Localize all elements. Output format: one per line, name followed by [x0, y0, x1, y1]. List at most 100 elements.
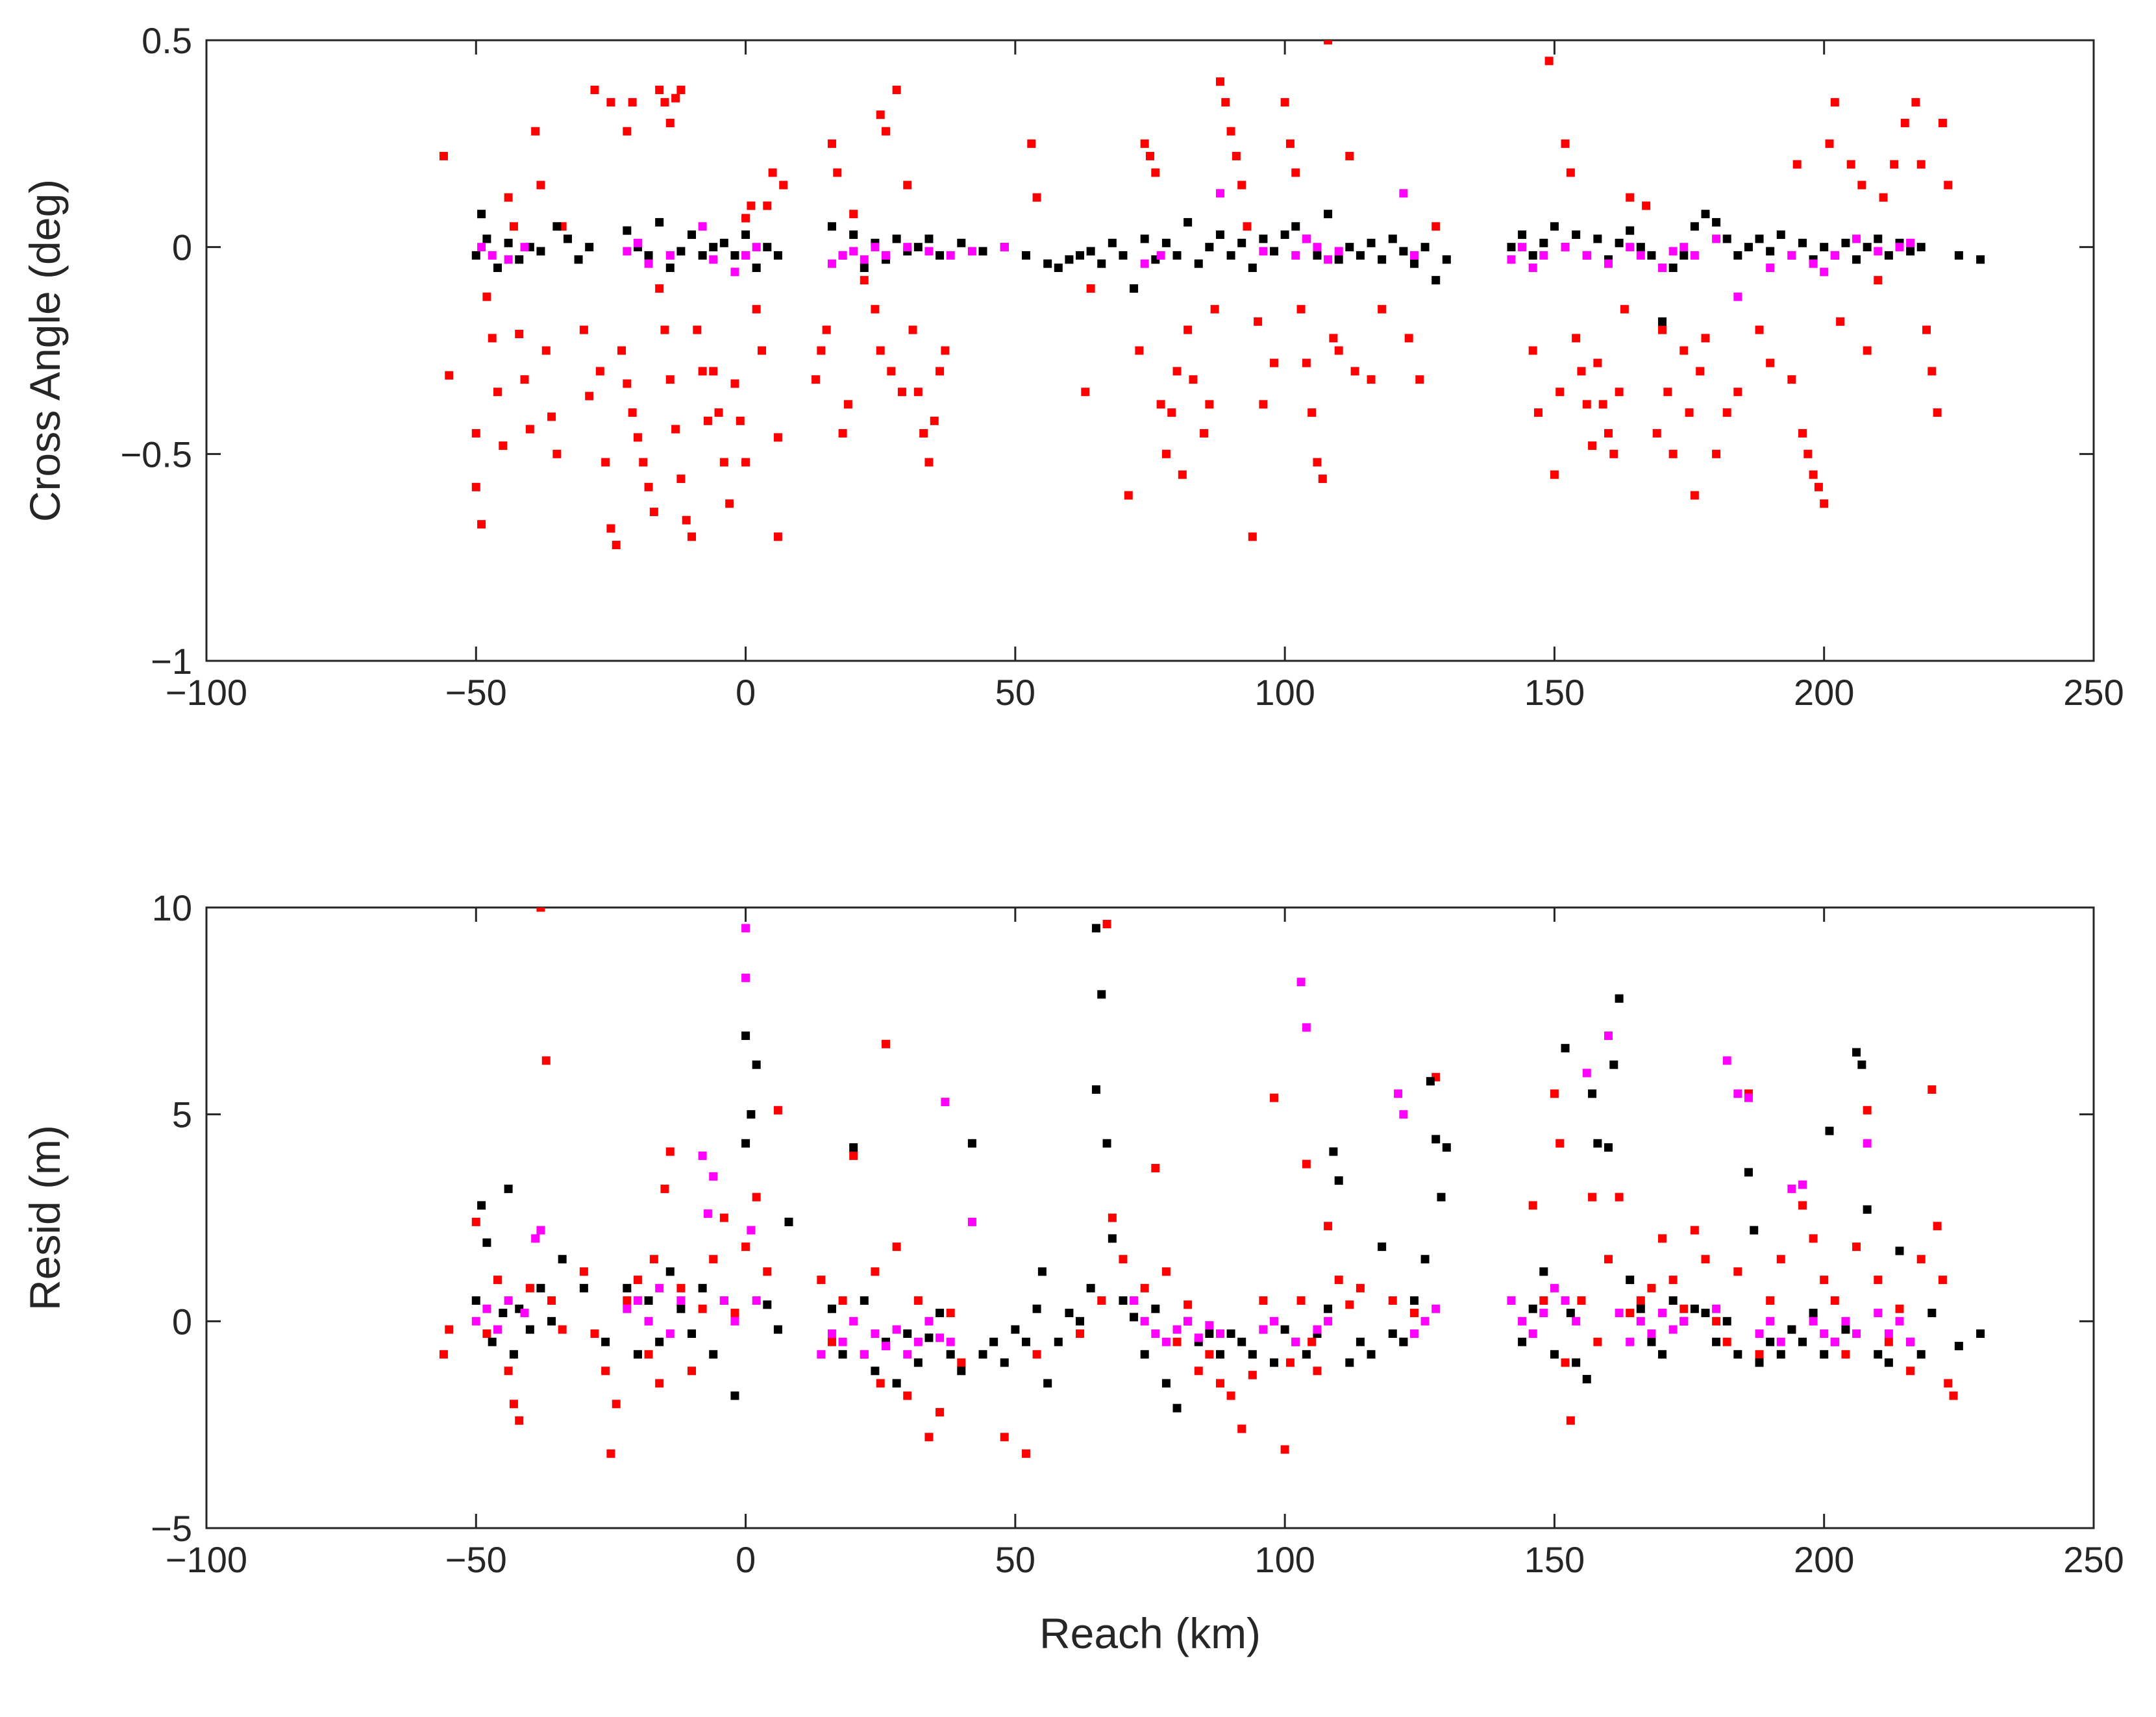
chart-top-red-point-6 — [488, 334, 497, 343]
chart-top-red-point-12 — [520, 375, 529, 384]
chart-top-red-point-110 — [1210, 304, 1219, 314]
chart-bottom-magenta-point-32 — [924, 1316, 934, 1326]
chart-top-red-point-167 — [1712, 449, 1721, 458]
chart-top-red-point-146 — [1572, 334, 1581, 343]
chart-bottom-black-point-118 — [1701, 1309, 1710, 1318]
chart-bottom-points — [439, 908, 1985, 1458]
chart-top-black-point-51 — [1140, 234, 1149, 243]
chart-top-black-point-64 — [1280, 230, 1289, 240]
chart-bottom-magenta-point-23 — [827, 1329, 836, 1338]
chart-bottom-red-point-47 — [924, 1433, 934, 1442]
chart-bottom-red-point-84 — [1409, 1309, 1419, 1318]
chart-bottom-red-point-100 — [1658, 1234, 1667, 1243]
chart-bottom-black-point-27 — [747, 1110, 756, 1119]
chart-top-red-point-50 — [698, 367, 707, 376]
chart-bottom-series-magenta — [471, 924, 1915, 1359]
chart-top-magenta-point-29 — [1302, 234, 1311, 243]
chart-top-red-point-18 — [552, 449, 562, 458]
chart-top-red-point-185 — [1874, 276, 1883, 285]
chart-top-red-point-13 — [525, 425, 534, 434]
chart-top-red-point-116 — [1243, 222, 1252, 231]
chart-top-black-point-90 — [1615, 238, 1624, 247]
chart-bottom-black-point-98 — [1518, 1337, 1527, 1346]
chart-top-red-point-86 — [913, 388, 923, 397]
chart-bottom-red-point-59 — [1140, 1283, 1149, 1292]
chart-top-magenta-point-1 — [488, 251, 497, 260]
chart-bottom-black-point-3 — [488, 1337, 497, 1346]
chart-top-black-point-93 — [1647, 251, 1656, 260]
top-panel-cross-angle: −100 −50 0 50 100 150 200 250 −1 −0.5 0 0.5 Cross An… — [21, 20, 2124, 713]
chart-top-black-point-102 — [1744, 243, 1753, 252]
chart-top-red-point-54 — [719, 458, 728, 467]
chart-top-black-point-97 — [1690, 222, 1699, 231]
chart-top-black-point-94 — [1658, 317, 1667, 326]
chart-bottom-red-point-56 — [1102, 919, 1111, 928]
chart-bottom-black-point-120 — [1722, 1316, 1731, 1326]
chart-top-magenta-point-44 — [1658, 264, 1667, 273]
chart-top-black-point-100 — [1722, 234, 1731, 243]
chart-top-red-point-10 — [509, 222, 518, 231]
chart-bottom-red-point-53 — [1032, 1350, 1041, 1359]
chart-bottom-magenta-point-64 — [1572, 1316, 1581, 1326]
chart-bottom-magenta-point-85 — [1830, 1337, 1839, 1346]
chart-top-red-point-52 — [709, 367, 718, 376]
chart-bottom-xtick-label-4: 100 — [1254, 1539, 1315, 1580]
chart-bottom-xtick-label-7: 250 — [2063, 1539, 2124, 1580]
chart-top-black-point-67 — [1313, 251, 1322, 260]
chart-top-magenta-point-16 — [860, 255, 869, 264]
chart-top-red-point-40 — [671, 93, 680, 103]
chart-bottom-black-point-56 — [1076, 1316, 1085, 1326]
chart-bottom-black-point-139 — [1895, 1246, 1904, 1255]
chart-bottom-red-point-64 — [1194, 1366, 1203, 1376]
chart-top-red-point-82 — [892, 85, 901, 94]
chart-top-black-point-58 — [1215, 230, 1224, 240]
chart-top-red-point-69 — [817, 346, 826, 355]
chart-bottom-magenta-point-70 — [1647, 1329, 1656, 1338]
chart-top-black-point-0 — [471, 251, 480, 260]
chart-top-black-point-74 — [1388, 234, 1397, 243]
chart-top-black-point-120 — [1976, 255, 1985, 264]
chart-bottom-red-point-93 — [1588, 1192, 1597, 1202]
chart-bottom-black-point-9 — [536, 1283, 545, 1292]
chart-bottom-red-point-30 — [730, 1309, 739, 1318]
chart-bottom-black-point-103 — [1566, 1309, 1575, 1318]
chart-bottom-magenta-point-44 — [1205, 1321, 1214, 1330]
chart-bottom-red-point-104 — [1701, 1255, 1710, 1264]
chart-bottom-magenta-point-38 — [1140, 1316, 1149, 1326]
chart-bottom-red-point-101 — [1668, 1276, 1678, 1285]
chart-top-black-point-49 — [1119, 251, 1128, 260]
chart-bottom-magenta-point-19 — [741, 973, 750, 982]
chart-bottom-red-point-106 — [1722, 1337, 1731, 1346]
chart-top-black-point-80 — [1507, 243, 1516, 252]
chart-bottom-magenta-point-78 — [1755, 1329, 1764, 1338]
chart-top-red-point-41 — [676, 85, 686, 94]
chart-top-red-point-126 — [1307, 408, 1317, 417]
chart-top-red-point-174 — [1798, 428, 1807, 438]
chart-bottom-black-point-129 — [1809, 1309, 1818, 1318]
chart-top-magenta-point-9 — [709, 255, 718, 264]
chart-bottom-red-point-21 — [649, 1255, 658, 1264]
chart-top-red-point-175 — [1803, 449, 1813, 458]
chart-bottom-black-point-133 — [1841, 1325, 1850, 1334]
chart-bottom-black-point-4 — [499, 1309, 508, 1318]
chart-top-red-point-8 — [499, 441, 508, 451]
chart-bottom-black-point-24 — [730, 1391, 739, 1400]
chart-bottom-black-point-67 — [1161, 1379, 1171, 1388]
chart-bottom-black-point-28 — [752, 1060, 761, 1069]
chart-bottom-black-point-144 — [1976, 1329, 1985, 1338]
chart-top-red-point-16 — [541, 346, 551, 355]
chart-bottom-red-point-19 — [633, 1276, 642, 1285]
chart-top-red-point-103 — [1167, 408, 1176, 417]
chart-bottom-red-point-105 — [1712, 1316, 1721, 1326]
chart-bottom-magenta-point-15 — [709, 1172, 718, 1181]
chart-top-red-point-158 — [1652, 428, 1661, 438]
chart-top-red-point-147 — [1577, 367, 1586, 376]
chart-top-magenta-point-30 — [1313, 243, 1322, 252]
chart-top-red-point-60 — [747, 201, 756, 210]
chart-top-black-point-12 — [623, 226, 632, 235]
chart-top-black-point-70 — [1345, 243, 1354, 252]
chart-bottom-magenta-point-88 — [1863, 1139, 1872, 1148]
chart-bottom-black-point-2 — [482, 1238, 491, 1247]
chart-top-red-point-88 — [924, 458, 934, 467]
